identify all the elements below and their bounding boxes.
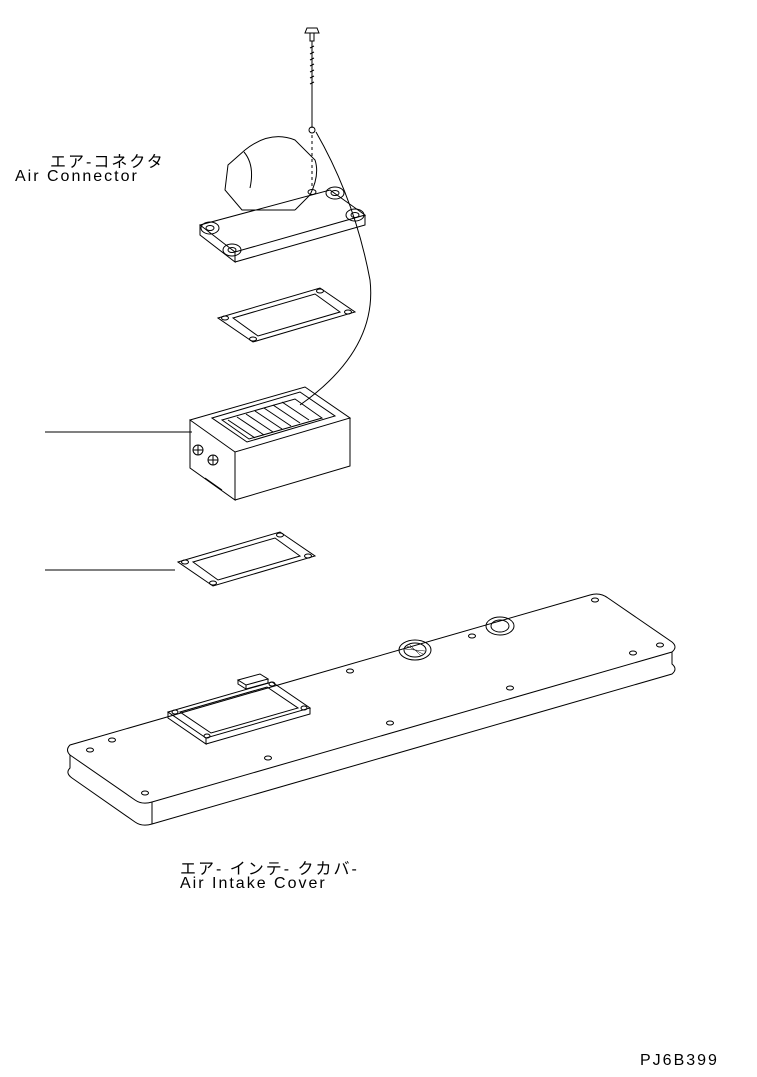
- part-id-label: PJ6B399: [640, 1052, 719, 1070]
- bolt-part: [305, 28, 319, 133]
- wire-line: [300, 132, 371, 405]
- air-connector-part: [200, 137, 365, 262]
- air-connector-label-en: Air Connector: [15, 168, 139, 186]
- heater-block: [190, 387, 350, 500]
- gasket-upper: [218, 288, 355, 342]
- air-intake-cover: [68, 594, 676, 825]
- air-intake-label-en: Air Intake Cover: [180, 875, 327, 893]
- gasket-lower: [178, 532, 315, 586]
